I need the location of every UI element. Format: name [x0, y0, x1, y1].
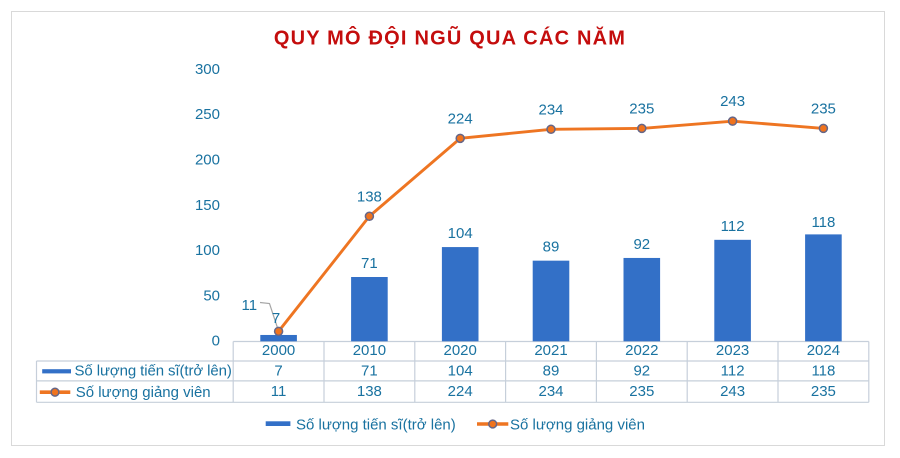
svg-text:234: 234 [538, 383, 563, 400]
svg-text:300: 300 [195, 61, 220, 78]
svg-text:2020: 2020 [444, 342, 477, 359]
svg-text:100: 100 [195, 242, 220, 259]
svg-text:138: 138 [357, 383, 382, 400]
svg-text:11: 11 [271, 383, 287, 400]
svg-text:Số lượng tiến sĩ(trở lên): Số lượng tiến sĩ(trở lên) [296, 416, 456, 433]
svg-text:7: 7 [272, 310, 280, 327]
svg-text:2023: 2023 [716, 342, 749, 359]
svg-text:235: 235 [811, 100, 836, 117]
svg-text:235: 235 [629, 383, 654, 400]
svg-text:112: 112 [721, 363, 745, 380]
svg-text:71: 71 [361, 363, 378, 380]
svg-text:0: 0 [212, 333, 220, 350]
svg-text:104: 104 [448, 225, 473, 242]
svg-text:234: 234 [538, 101, 563, 118]
svg-text:Số lượng tiến sĩ(trở lên): Số lượng tiến sĩ(trở lên) [75, 363, 232, 380]
svg-text:92: 92 [633, 236, 650, 253]
svg-text:71: 71 [361, 255, 378, 272]
svg-text:89: 89 [543, 363, 560, 380]
svg-text:50: 50 [203, 287, 220, 304]
svg-text:2010: 2010 [353, 342, 386, 359]
svg-text:250: 250 [195, 106, 220, 123]
svg-text:235: 235 [629, 100, 654, 117]
svg-text:7: 7 [274, 363, 282, 380]
svg-text:2021: 2021 [534, 342, 567, 359]
svg-text:200: 200 [195, 152, 220, 169]
svg-text:112: 112 [721, 218, 745, 235]
svg-text:150: 150 [195, 197, 220, 214]
svg-text:224: 224 [448, 383, 473, 400]
svg-text:Số lượng giảng viên: Số lượng giảng viên [76, 384, 211, 401]
svg-text:89: 89 [543, 239, 560, 256]
svg-text:92: 92 [633, 363, 650, 380]
svg-text:2000: 2000 [262, 342, 295, 359]
svg-text:138: 138 [357, 188, 382, 205]
svg-text:2024: 2024 [807, 342, 840, 359]
svg-text:243: 243 [720, 93, 745, 110]
svg-text:118: 118 [811, 363, 835, 380]
svg-text:QUY MÔ ĐỘI NGŨ QUA CÁC NĂM: QUY MÔ ĐỘI NGŨ QUA CÁC NĂM [274, 26, 626, 50]
svg-text:118: 118 [811, 214, 835, 231]
svg-text:Số lượng giảng viên: Số lượng giảng viên [510, 416, 645, 433]
svg-text:2022: 2022 [625, 342, 658, 359]
svg-text:104: 104 [448, 363, 473, 380]
svg-text:235: 235 [811, 383, 836, 400]
svg-text:224: 224 [448, 110, 473, 127]
svg-text:11: 11 [242, 297, 258, 314]
svg-text:243: 243 [720, 383, 745, 400]
